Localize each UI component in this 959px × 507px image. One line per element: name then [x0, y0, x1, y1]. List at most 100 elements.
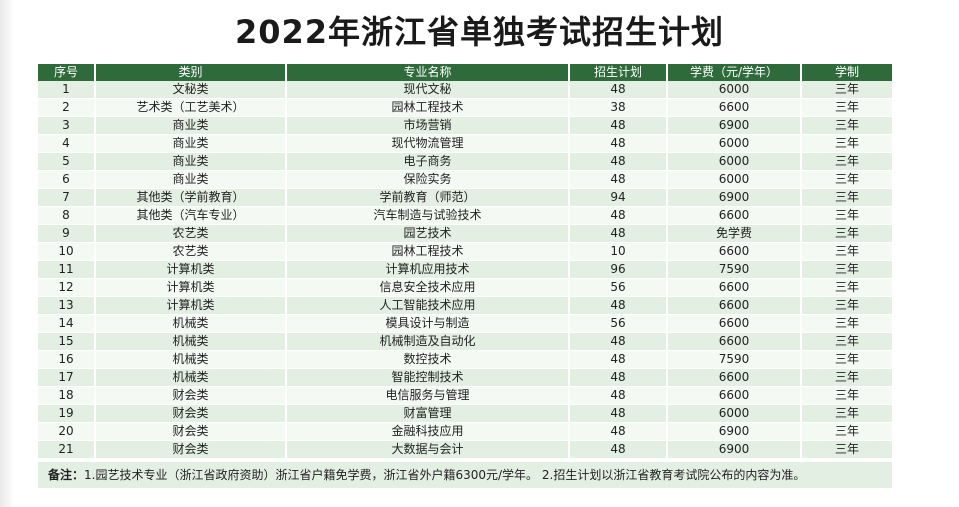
cell-duration: 三年 [802, 279, 892, 297]
table-row: 21 财会类 大数据与会计 48 6900 三年 [38, 441, 892, 459]
cell-major: 模具设计与制造 [287, 315, 570, 333]
table-row: 18 财会类 电信服务与管理 48 6600 三年 [38, 387, 892, 405]
cell-quota: 38 [570, 99, 668, 117]
table-row: 10 农艺类 园林工程技术 10 6600 三年 [38, 243, 892, 261]
cell-index: 2 [38, 99, 96, 117]
cell-duration: 三年 [802, 117, 892, 135]
cell-tuition: 6000 [668, 135, 802, 153]
table-row: 4 商业类 现代物流管理 48 6000 三年 [38, 135, 892, 153]
cell-major: 机械制造及自动化 [287, 333, 570, 351]
cell-index: 9 [38, 225, 96, 243]
table-row: 3 商业类 市场营销 48 6900 三年 [38, 117, 892, 135]
cell-tuition: 免学费 [668, 225, 802, 243]
table-row: 2 艺术类（工艺美术） 园林工程技术 38 6600 三年 [38, 99, 892, 117]
cell-duration: 三年 [802, 207, 892, 225]
cell-major: 学前教育（师范） [287, 189, 570, 207]
header-index: 序号 [38, 64, 96, 81]
cell-tuition: 6600 [668, 279, 802, 297]
cell-tuition: 6600 [668, 207, 802, 225]
cell-index: 6 [38, 171, 96, 189]
cell-category: 计算机类 [96, 261, 287, 279]
cell-major: 信息安全技术应用 [287, 279, 570, 297]
cell-index: 8 [38, 207, 96, 225]
cell-duration: 三年 [802, 81, 892, 99]
cell-index: 16 [38, 351, 96, 369]
cell-category: 其他类（汽车专业） [96, 207, 287, 225]
cell-category: 其他类（学前教育） [96, 189, 287, 207]
table-row: 9 农艺类 园艺技术 48 免学费 三年 [38, 225, 892, 243]
cell-major: 园林工程技术 [287, 243, 570, 261]
cell-category: 商业类 [96, 117, 287, 135]
cell-category: 财会类 [96, 405, 287, 423]
cell-quota: 48 [570, 171, 668, 189]
cell-category: 商业类 [96, 153, 287, 171]
table-row: 6 商业类 保险实务 48 6000 三年 [38, 171, 892, 189]
cell-index: 4 [38, 135, 96, 153]
cell-quota: 10 [570, 243, 668, 261]
cell-major: 汽车制造与试验技术 [287, 207, 570, 225]
cell-major: 电子商务 [287, 153, 570, 171]
cell-major: 数控技术 [287, 351, 570, 369]
cell-quota: 56 [570, 279, 668, 297]
cell-category: 农艺类 [96, 225, 287, 243]
cell-tuition: 7590 [668, 261, 802, 279]
cell-duration: 三年 [802, 405, 892, 423]
page-title: 2022年浙江省单独考试招生计划 [234, 13, 725, 51]
cell-major: 保险实务 [287, 171, 570, 189]
cell-duration: 三年 [802, 189, 892, 207]
cell-quota: 48 [570, 297, 668, 315]
cell-index: 12 [38, 279, 96, 297]
enrollment-plan-sheet: 序号 类别 专业名称 招生计划 学费（元/学年） 学制 1 文秘类 现代文秘 48 60… [38, 64, 892, 488]
cell-quota: 48 [570, 207, 668, 225]
cell-tuition: 6000 [668, 153, 802, 171]
cell-quota: 48 [570, 405, 668, 423]
cell-category: 计算机类 [96, 297, 287, 315]
footnote: 备注：1.园艺技术专业（浙江省政府资助）浙江省户籍免学费，浙江省外户籍6300元… [38, 462, 892, 488]
cell-quota: 48 [570, 369, 668, 387]
cell-category: 艺术类（工艺美术） [96, 99, 287, 117]
cell-tuition: 6600 [668, 369, 802, 387]
table-row: 19 财会类 财富管理 48 6000 三年 [38, 405, 892, 423]
cell-duration: 三年 [802, 99, 892, 117]
cell-major: 智能控制技术 [287, 369, 570, 387]
cell-category: 农艺类 [96, 243, 287, 261]
cell-index: 13 [38, 297, 96, 315]
cell-duration: 三年 [802, 261, 892, 279]
cell-index: 7 [38, 189, 96, 207]
table-row: 1 文秘类 现代文秘 48 6000 三年 [38, 81, 892, 99]
cell-tuition: 6900 [668, 423, 802, 441]
cell-quota: 48 [570, 135, 668, 153]
cell-index: 1 [38, 81, 96, 99]
cell-tuition: 6000 [668, 171, 802, 189]
cell-duration: 三年 [802, 153, 892, 171]
footnote-label: 备注： [48, 468, 85, 482]
cell-tuition: 6000 [668, 405, 802, 423]
table-row: 16 机械类 数控技术 48 7590 三年 [38, 351, 892, 369]
table-row: 20 财会类 金融科技应用 48 6900 三年 [38, 423, 892, 441]
header-quota: 招生计划 [570, 64, 668, 81]
cell-quota: 94 [570, 189, 668, 207]
cell-index: 15 [38, 333, 96, 351]
table-row: 11 计算机类 计算机应用技术 96 7590 三年 [38, 261, 892, 279]
cell-quota: 48 [570, 117, 668, 135]
cell-quota: 48 [570, 153, 668, 171]
cell-major: 金融科技应用 [287, 423, 570, 441]
cell-category: 机械类 [96, 369, 287, 387]
cell-index: 20 [38, 423, 96, 441]
cell-quota: 48 [570, 225, 668, 243]
cell-category: 计算机类 [96, 279, 287, 297]
table-row: 17 机械类 智能控制技术 48 6600 三年 [38, 369, 892, 387]
table-row: 12 计算机类 信息安全技术应用 56 6600 三年 [38, 279, 892, 297]
cell-quota: 48 [570, 81, 668, 99]
cell-quota: 48 [570, 351, 668, 369]
cell-major: 人工智能技术应用 [287, 297, 570, 315]
page-edge-shadow [0, 0, 14, 507]
table-row: 14 机械类 模具设计与制造 56 6600 三年 [38, 315, 892, 333]
cell-duration: 三年 [802, 423, 892, 441]
cell-category: 财会类 [96, 423, 287, 441]
cell-major: 市场营销 [287, 117, 570, 135]
cell-tuition: 6900 [668, 441, 802, 459]
cell-duration: 三年 [802, 441, 892, 459]
cell-major: 大数据与会计 [287, 441, 570, 459]
cell-tuition: 7590 [668, 351, 802, 369]
